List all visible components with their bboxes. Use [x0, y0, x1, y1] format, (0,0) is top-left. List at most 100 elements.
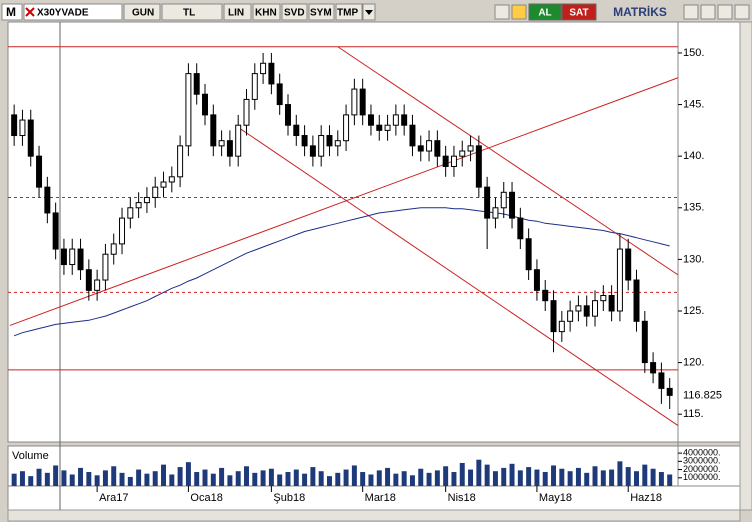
volume-bar [152, 471, 158, 486]
candle-body [185, 73, 192, 147]
volume-bar [451, 472, 457, 486]
volume-bar [592, 466, 598, 486]
trendline [9, 77, 679, 326]
buy-label: AL [538, 8, 551, 19]
candle-body [168, 176, 175, 183]
buy-button[interactable] [528, 3, 562, 21]
volume-bar [227, 475, 233, 486]
button-label: KHN [255, 8, 277, 19]
y-tick-label: 125. [683, 305, 704, 317]
volume-bar [326, 476, 332, 486]
volume-bar [650, 468, 656, 486]
candle-body [500, 191, 507, 209]
toolbar: M X30YVADE GUN TL LIN KHN SVD SYM TMP AL… [1, 3, 750, 21]
button[interactable] [335, 3, 363, 21]
candle-body [94, 279, 101, 291]
volume-bar [634, 471, 639, 486]
volume-bar [219, 467, 225, 486]
candle-body [218, 140, 225, 147]
button[interactable] [223, 3, 252, 21]
volume-bar [567, 471, 573, 486]
candle-body [484, 186, 491, 219]
candle-body [44, 186, 51, 214]
x-tick-label: Oca18 [190, 492, 222, 504]
scrollbar-horizontal[interactable] [7, 509, 741, 522]
candle-body [575, 305, 582, 312]
window-button[interactable] [700, 4, 716, 20]
volume-bar [443, 466, 449, 486]
candle-body [11, 114, 18, 137]
volume-bar [468, 469, 474, 486]
volume-bar [28, 476, 34, 486]
candle-body [293, 124, 300, 137]
volume-bar [551, 465, 557, 486]
x-tick-label: May18 [539, 492, 572, 504]
candle-body [409, 124, 416, 147]
volume-bar [252, 472, 258, 486]
candle-body [550, 300, 557, 333]
candle-body [301, 135, 308, 147]
volume-bar [235, 471, 241, 486]
x-tick-label: Ara17 [99, 492, 128, 504]
volume-bar [542, 472, 548, 486]
trendline [237, 126, 679, 426]
volume-bar [617, 461, 623, 486]
volume-bar [169, 474, 175, 486]
search-button[interactable] [494, 4, 510, 20]
close-icon [25, 7, 35, 17]
volume-bar [119, 472, 125, 486]
volume-bar [584, 472, 590, 486]
button[interactable] [308, 3, 335, 21]
scrollbar-vertical[interactable] [739, 21, 752, 511]
candle-body [450, 155, 457, 167]
candle-body [351, 88, 358, 116]
candle-body [235, 124, 242, 157]
window-button[interactable] [683, 4, 699, 20]
candle-body [343, 114, 350, 142]
candle-body [542, 289, 549, 302]
volume-bar [667, 474, 673, 486]
button[interactable] [123, 3, 161, 21]
sell-button[interactable] [561, 3, 597, 21]
volume-bar [127, 476, 133, 486]
candle-body [417, 145, 424, 152]
window-button[interactable] [717, 4, 733, 20]
volume-bar [376, 470, 382, 486]
candle-body [77, 248, 84, 271]
symbol-box[interactable] [23, 3, 123, 21]
window-button[interactable] [734, 4, 750, 20]
volume-bar [526, 467, 532, 486]
volume-bar [210, 473, 216, 486]
button-label: SYM [310, 8, 332, 19]
last-price-label: 116.825 [683, 389, 722, 401]
candle-body [567, 310, 574, 322]
candle-body [475, 145, 482, 188]
volume-bar [293, 469, 299, 486]
volume-bar [310, 467, 316, 486]
candle-body [434, 140, 441, 157]
volume-bar [492, 471, 498, 486]
candle-body [52, 212, 59, 250]
button[interactable] [281, 3, 308, 21]
volume-bar [318, 471, 324, 486]
candle-body [442, 155, 449, 167]
button-label: GUN [132, 8, 154, 19]
volume-bar [409, 475, 415, 486]
link-button[interactable] [511, 4, 527, 20]
button-label: SVD [284, 8, 305, 19]
button[interactable] [161, 3, 223, 21]
volume-bar [44, 472, 50, 486]
button[interactable] [252, 3, 281, 21]
candle-body [633, 279, 640, 322]
x-tick-label: Şub18 [273, 492, 305, 504]
candle-body [459, 150, 466, 157]
volume-bar [202, 469, 208, 486]
volume-bar [185, 462, 191, 486]
volume-bar [609, 469, 615, 486]
candle-body [102, 253, 109, 281]
candle-body [160, 181, 167, 188]
brand: MATRİKS [613, 4, 667, 19]
candle-body [135, 202, 142, 209]
volume-bar [94, 475, 100, 486]
